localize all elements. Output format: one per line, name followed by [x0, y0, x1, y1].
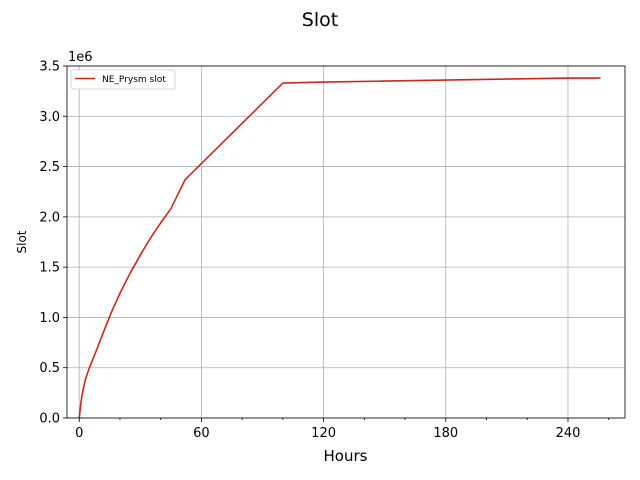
y-tick-label: 3.0 — [39, 110, 60, 125]
x-tick-label: 120 — [311, 426, 336, 441]
legend: NE_Prysm slot — [70, 69, 176, 90]
y-tick-label: 1.0 — [39, 311, 60, 326]
series-line-ne-prysm-slot — [78, 77, 601, 419]
y-tick-label: 3.5 — [39, 60, 60, 75]
x-tick-label: 240 — [556, 426, 581, 441]
x-tick-label: 60 — [193, 426, 210, 441]
y-tick-label: 2.0 — [39, 210, 60, 225]
y-axis-label: Slot — [15, 230, 29, 253]
legend-box — [70, 69, 176, 90]
y-tick-label: 0.0 — [39, 412, 60, 427]
grid — [67, 65, 625, 419]
x-tick-label: 180 — [433, 426, 458, 441]
y-tick-label: 2.5 — [39, 160, 60, 175]
x-tick-label: 0 — [75, 426, 83, 441]
chart-title: Slot — [302, 9, 338, 31]
y-tick-label: 1.5 — [39, 261, 60, 276]
plot-frame — [66, 65, 626, 419]
series-layer — [78, 77, 601, 419]
x-axis-label: Hours — [324, 447, 368, 465]
legend-entry-ne-prysm-slot: NE_Prysm slot — [102, 75, 166, 85]
axis-ticks: 0 60 120 180 240 0.0 0.5 1.0 1.5 2.0 2.5 3.0 3.5 — [39, 60, 610, 441]
y-axis-offset-text: 1e6 — [68, 50, 93, 65]
y-tick-label: 0.5 — [39, 361, 60, 376]
